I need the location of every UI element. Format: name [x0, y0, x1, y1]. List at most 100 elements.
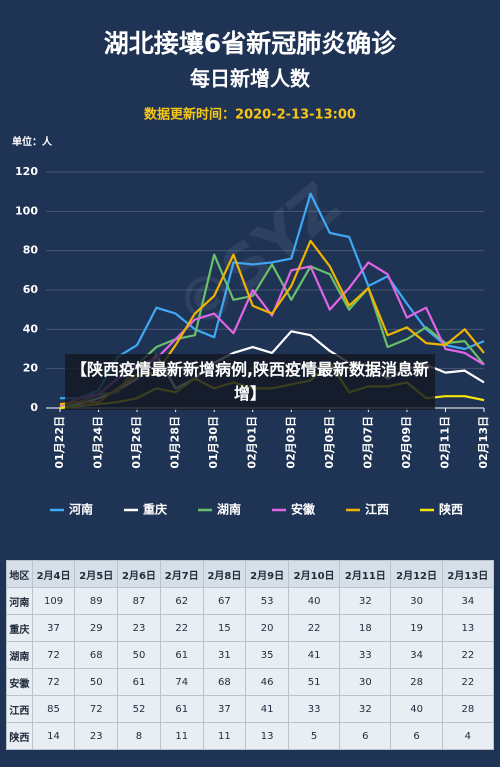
table-cell: 46	[245, 668, 289, 696]
table-cell: 68	[74, 641, 119, 669]
x-tick-label: 01月24日	[92, 416, 105, 469]
table-cell: 安徽	[6, 668, 33, 696]
table-cell: 22	[159, 614, 204, 642]
table-cell: 6	[339, 722, 392, 750]
table-cell: 32	[339, 587, 392, 615]
table-row: 江西 85 72 52 61 37 41 33 32 40 28	[6, 695, 495, 723]
table-cell: 89	[74, 587, 119, 615]
table-cell: 41	[245, 695, 289, 723]
x-tick-label: 01月30日	[207, 416, 220, 469]
banner: 【陕西疫情最新新增病例,陕西疫情最新数据消息新增】	[65, 354, 435, 410]
table-cell: 72	[31, 641, 76, 669]
table-row: 河南 109 89 87 62 67 53 40 32 30 34	[6, 587, 495, 615]
x-tick-label: 01月26日	[130, 416, 143, 469]
y-tick-label: 20	[23, 362, 39, 375]
table-cell: 22	[441, 641, 495, 669]
legend-label: 湖南	[217, 502, 241, 517]
table-cell: 23	[74, 722, 119, 750]
table-cell: 15	[202, 614, 247, 642]
table-cell: 11	[202, 722, 247, 750]
table-cell: 35	[245, 641, 289, 669]
legend-label: 陕西	[439, 502, 463, 517]
header-cell: 2月4日	[31, 560, 76, 588]
table-row: 陕西 14 23 8 11 11 13 5 6 6 4	[6, 722, 495, 750]
header-cell: 2月10日	[287, 560, 341, 588]
update-note: 数据更新时间：2020-2-13-13:00	[144, 107, 356, 123]
table-cell: 28	[390, 668, 443, 696]
y-unit: 单位：人	[12, 135, 53, 148]
x-tick-label: 02月09日	[400, 416, 413, 469]
table-cell: 74	[159, 668, 204, 696]
chart-subtitle: 每日新增人数	[190, 67, 311, 91]
table-cell: 53	[245, 587, 289, 615]
y-tick-label: 40	[23, 322, 39, 335]
table-cell: 13	[441, 614, 495, 642]
table-cell: 61	[117, 668, 161, 696]
table-cell: 18	[339, 614, 392, 642]
legend-label: 重庆	[143, 502, 167, 517]
table-cell: 34	[441, 587, 495, 615]
header-cell: 2月7日	[159, 560, 204, 588]
table-cell: 重庆	[6, 614, 33, 642]
x-tick-label: 02月05日	[323, 416, 336, 469]
x-tick-label: 02月13日	[477, 416, 490, 469]
header-cell: 2月6日	[117, 560, 161, 588]
table-cell: 37	[31, 614, 76, 642]
table-cell: 32	[339, 695, 392, 723]
table-cell: 4	[441, 722, 495, 750]
table-row: 重庆 37 29 23 22 15 20 22 18 19 13	[6, 614, 495, 642]
table-cell: 23	[117, 614, 161, 642]
y-tick-label: 0	[30, 401, 38, 414]
header-cell: 2月12日	[390, 560, 443, 588]
table-cell: 湖南	[6, 641, 33, 669]
y-tick-label: 100	[15, 204, 38, 217]
table-cell: 14	[31, 722, 76, 750]
table-cell: 33	[339, 641, 392, 669]
table-cell: 11	[159, 722, 204, 750]
table-cell: 40	[390, 695, 443, 723]
table-cell: 50	[74, 668, 119, 696]
table-cell: 62	[159, 587, 204, 615]
chart-title: 湖北接壤6省新冠肺炎确诊	[104, 29, 397, 58]
x-tick-label: 02月03日	[284, 416, 297, 469]
table-cell: 13	[245, 722, 289, 750]
table-cell: 109	[31, 587, 76, 615]
table-cell: 37	[202, 695, 247, 723]
table-cell: 8	[117, 722, 161, 750]
table-cell: 40	[287, 587, 341, 615]
x-tick-label: 01月28日	[169, 416, 182, 469]
table-cell: 22	[287, 614, 341, 642]
table-cell: 河南	[6, 587, 33, 615]
table-cell: 67	[202, 587, 247, 615]
table-cell: 33	[287, 695, 341, 723]
table-cell: 30	[339, 668, 392, 696]
y-tick-label: 60	[23, 283, 39, 296]
table-cell: 34	[390, 641, 443, 669]
header-cell: 2月13日	[441, 560, 495, 588]
x-tick-label: 01月22日	[53, 416, 66, 469]
table-cell: 29	[74, 614, 119, 642]
table-cell: 68	[202, 668, 247, 696]
data-table: 地区 2月4日 2月5日 2月6日 2月7日 2月8日 2月9日 2月10日 2月11日 2月12…	[6, 560, 495, 750]
y-tick-label: 80	[23, 244, 39, 257]
table-cell: 28	[441, 695, 495, 723]
y-tick-label: 120	[15, 165, 38, 178]
table-cell: 52	[117, 695, 161, 723]
table-cell: 19	[390, 614, 443, 642]
table-cell: 41	[287, 641, 341, 669]
header-cell: 2月9日	[245, 560, 289, 588]
x-tick-label: 02月07日	[361, 416, 374, 469]
table-row: 安徽 72 50 61 74 68 46 51 30 28 22	[6, 668, 495, 696]
legend-label: 河南	[68, 502, 93, 517]
table-cell: 江西	[6, 695, 33, 723]
legend-label: 安徽	[291, 502, 316, 517]
table-cell: 陕西	[6, 722, 33, 750]
legend-label: 江西	[365, 502, 389, 517]
table-cell: 6	[390, 722, 443, 750]
table-cell: 85	[31, 695, 76, 723]
header-cell: 2月11日	[339, 560, 392, 588]
table-cell: 30	[390, 587, 443, 615]
header-cell: 2月8日	[202, 560, 247, 588]
table-cell: 22	[441, 668, 495, 696]
